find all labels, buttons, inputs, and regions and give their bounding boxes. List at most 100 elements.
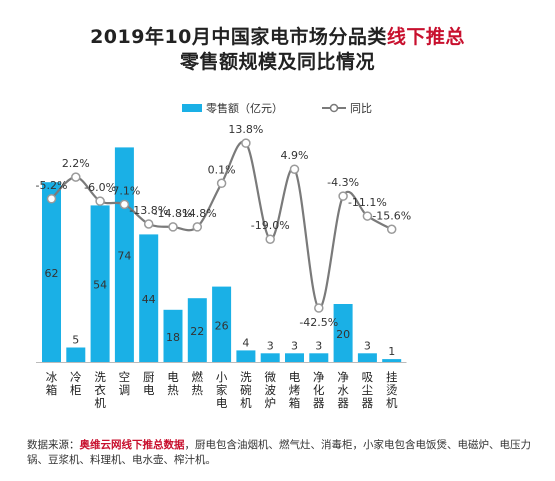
x-tick-label: 小 [216, 370, 228, 384]
x-tick-label: 净 [337, 370, 349, 384]
bar [187, 298, 207, 362]
line-point [289, 164, 300, 174]
bar [90, 205, 110, 362]
line-value-label: -14.8% [154, 207, 193, 220]
bar-value-label: 3 [315, 339, 322, 352]
x-tick-label: 柜 [70, 383, 82, 397]
bar [357, 353, 377, 362]
bar-value-label: 62 [45, 267, 59, 280]
line-point [46, 194, 57, 204]
x-tick-label: 电 [289, 370, 301, 384]
x-tick-label: 厨 [143, 370, 155, 384]
bar [66, 347, 86, 362]
x-tick-label: 电 [167, 370, 179, 384]
line-value-label: -15.6% [372, 209, 411, 222]
line-value-label: -6.0% [84, 181, 116, 194]
x-tick-label: 挂 [386, 370, 398, 384]
line-value-label: 0.1% [208, 163, 236, 176]
x-tick-label: 水 [337, 383, 349, 397]
x-tick-label: 净 [313, 370, 325, 384]
x-tick-label: 机 [240, 396, 252, 410]
x-tick-label: 箱 [289, 396, 301, 410]
bar [42, 182, 61, 362]
line-point [71, 172, 81, 182]
line-point [241, 138, 251, 148]
legend-label-bar: 零售额（亿元） [206, 101, 283, 115]
x-tick-label: 电 [143, 383, 155, 397]
source-highlight: 奥维云网线下推总数据 [79, 439, 185, 451]
line-value-label: 4.9% [281, 149, 309, 162]
bar [333, 304, 353, 362]
bar-value-label: 1 [388, 345, 395, 358]
x-tick-label: 器 [337, 396, 349, 410]
x-tick-label: 电 [216, 396, 228, 410]
x-tick-label: 调 [119, 383, 131, 397]
line-point [192, 222, 203, 232]
line-value-label: -5.2% [36, 179, 68, 192]
title-highlight: 线下推总 [386, 26, 465, 48]
x-tick-label: 碗 [240, 383, 252, 397]
line-point [386, 224, 397, 235]
x-tick-label: 燃 [192, 370, 204, 384]
line-value-label: 13.8% [228, 123, 263, 136]
line-value-label: -42.5% [299, 316, 338, 329]
line-point [95, 196, 105, 206]
line-point [314, 303, 324, 313]
x-tick-label: 冰 [46, 370, 58, 384]
bar-value-label: 26 [215, 319, 229, 332]
x-tick-label: 微 [264, 370, 276, 384]
bar-value-label: 3 [291, 339, 298, 352]
line-value-label: -14.8% [178, 207, 217, 220]
line-point [265, 234, 275, 244]
source-label: 数据来源： [27, 439, 80, 451]
x-tick-label: 空 [119, 370, 131, 384]
bar-value-label: 44 [142, 293, 156, 306]
bar-value-label: 54 [93, 279, 107, 292]
legend-label-line: 同比 [350, 102, 372, 115]
x-tick-label: 洗 [94, 370, 106, 384]
bar-value-label: 22 [190, 325, 204, 338]
line-value-label: -7.1% [108, 184, 140, 197]
bar [163, 309, 183, 362]
x-tick-label: 烤 [289, 383, 301, 397]
x-tick-label: 机 [94, 396, 106, 410]
bar [114, 147, 134, 362]
x-tick-label: 器 [362, 396, 374, 410]
title-part: 2019年10月中国家电市场分品类 [90, 26, 387, 48]
line-point [338, 191, 348, 201]
bar-value-label: 3 [267, 339, 274, 352]
bar [382, 359, 402, 362]
x-tick-label: 机 [386, 396, 398, 410]
source-note: 数据来源：奥维云网线下推总数据，厨电包含油烟机、燃气灶、消毒柜，小家电包含电饭煲… [27, 438, 537, 468]
bar [236, 350, 256, 362]
bar-value-label: 20 [336, 328, 350, 341]
x-tick-label: 洗 [240, 370, 252, 384]
x-tick-label: 炉 [264, 396, 276, 410]
line-point [216, 178, 227, 189]
x-tick-label: 器 [313, 396, 325, 410]
bar [212, 286, 232, 362]
line-value-label: -19.0% [251, 219, 290, 232]
source-detail: ，厨电包含油烟机、燃气灶、消毒柜，小家电包含电饭煲、电磁炉、电压力锅、豆浆机、料… [27, 439, 531, 466]
bar-value-label: 5 [72, 334, 79, 347]
line-value-label: 2.2% [62, 157, 90, 170]
x-tick-label: 热 [192, 383, 204, 397]
line-point [362, 211, 373, 221]
x-tick-label: 衣 [94, 383, 106, 397]
x-tick-label: 尘 [362, 383, 374, 397]
line-value-label: -11.1% [348, 196, 387, 209]
line-point [119, 199, 130, 210]
line-point [143, 219, 154, 229]
bar-value-label: 3 [364, 339, 371, 352]
x-tick-label: 箱 [46, 383, 58, 397]
x-tick-label: 家 [216, 383, 228, 397]
bar [260, 353, 280, 362]
bar [309, 353, 329, 362]
legend-swatch-bar [182, 104, 202, 112]
line-value-label: -4.3% [327, 176, 359, 189]
bar-value-label: 4 [242, 336, 249, 349]
x-tick-label: 热 [167, 383, 179, 397]
line-value-label: -13.8% [129, 204, 168, 217]
